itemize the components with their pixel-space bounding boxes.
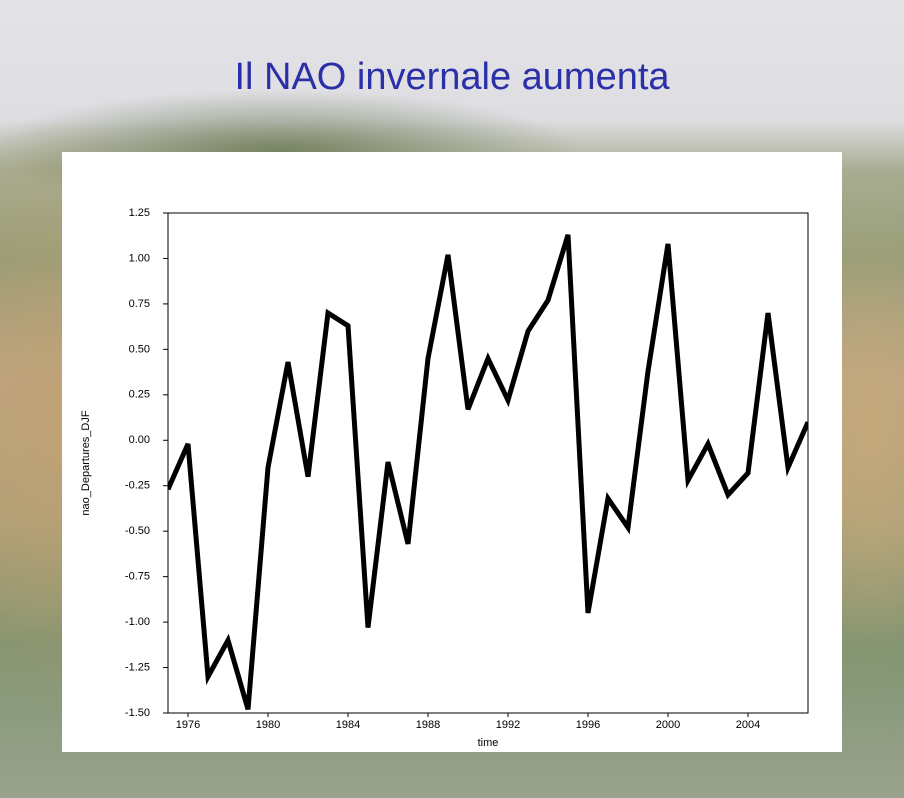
y-tick-label: 1.25 [129, 207, 150, 219]
x-tick-label: 2000 [656, 719, 680, 731]
y-tick-label: 1.00 [129, 252, 150, 264]
plot-frame [167, 212, 809, 714]
x-tick-label: 1976 [176, 719, 200, 731]
x-tick-label: 2004 [736, 719, 760, 731]
x-tick-label: 1992 [496, 719, 520, 731]
y-tick-label: -1.25 [125, 661, 150, 673]
x-tick-label: 1984 [336, 719, 360, 731]
y-tick-label: 0.75 [129, 298, 150, 310]
y-axis-label: nao_Departures_DJF [80, 410, 92, 515]
y-tick-label: 0.00 [129, 434, 150, 446]
slide-title: Il NAO invernale aumenta [234, 56, 670, 98]
chart-panel [62, 152, 842, 752]
x-tick-label: 1980 [256, 719, 280, 731]
chart: -1.50 -1.25 -1.00 -0.75 -0.50 -0.25 0.00 0.25 0.… [62, 152, 842, 752]
x-axis-label: time [478, 737, 499, 749]
y-tick-label: 0.25 [129, 389, 150, 401]
y-tick-label: -1.00 [125, 616, 150, 628]
x-tick-label: 1996 [576, 719, 600, 731]
data-line [168, 234, 808, 711]
x-tick-label: 1988 [416, 719, 440, 731]
y-tick-label: -0.50 [125, 525, 150, 537]
y-tick-label: 0.50 [129, 343, 150, 355]
y-tick-label: -1.50 [125, 707, 150, 719]
y-tick-label: -0.75 [125, 571, 150, 583]
y-tick-label: -0.25 [125, 480, 150, 492]
